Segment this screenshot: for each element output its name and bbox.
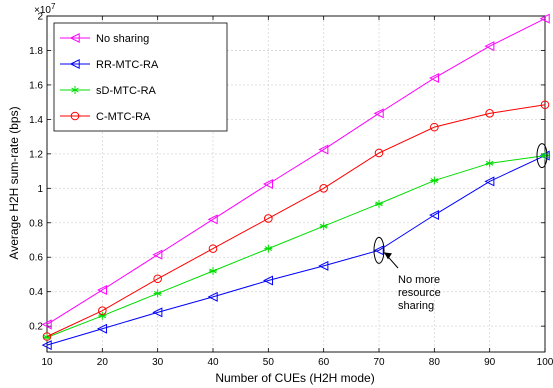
data-point bbox=[429, 210, 440, 221]
x-tick-label: 60 bbox=[318, 357, 330, 368]
ticks: 10 20 30 40 50 60 70 80 90 100 0.2 0.4 0.6 0.8 1 1.2 1.4… bbox=[29, 12, 553, 369]
series-line bbox=[46, 104, 546, 337]
data-point bbox=[41, 340, 52, 351]
series-line bbox=[46, 18, 546, 325]
legend-entry: sD-MTC-RA bbox=[60, 85, 157, 97]
data-point bbox=[485, 159, 494, 168]
series-line bbox=[46, 155, 546, 346]
data-point bbox=[98, 311, 107, 320]
y-tick-label: 0.2 bbox=[29, 322, 43, 333]
data-point bbox=[41, 319, 52, 330]
y-tick-label: 0.8 bbox=[29, 218, 43, 229]
annotation-ellipse bbox=[536, 143, 548, 169]
data-point bbox=[374, 148, 384, 158]
annotation-text: sharing bbox=[398, 300, 434, 312]
data-point bbox=[263, 275, 274, 286]
data-point bbox=[209, 267, 217, 276]
data-point bbox=[375, 199, 383, 208]
y-multiplier-base: ×10 bbox=[34, 5, 51, 16]
data-point bbox=[43, 333, 51, 342]
x-tick-label: 40 bbox=[207, 357, 219, 368]
data-point bbox=[429, 73, 440, 84]
data-point bbox=[373, 108, 384, 119]
x-tick-label: 30 bbox=[152, 357, 164, 368]
y-tick-label: 0.6 bbox=[29, 253, 43, 264]
annotation-ellipse bbox=[373, 236, 385, 264]
data-point bbox=[207, 291, 218, 302]
data-point bbox=[484, 41, 495, 52]
data-point bbox=[540, 100, 550, 110]
legend-entry: RR-MTC-RA bbox=[60, 58, 159, 71]
data-point bbox=[264, 244, 273, 253]
data-point bbox=[319, 184, 328, 193]
y-axis-label: Average H2H sum-rate (bps) bbox=[7, 106, 21, 259]
legend-entry: No sharing bbox=[60, 32, 149, 45]
data-point bbox=[318, 144, 329, 155]
y-tick-label: 1.2 bbox=[29, 149, 43, 160]
x-tick-label: 100 bbox=[537, 357, 553, 368]
y-multiplier-exponent: 7 bbox=[51, 2, 56, 11]
data-point bbox=[373, 245, 384, 256]
data-point bbox=[42, 332, 52, 341]
data-point bbox=[98, 306, 107, 315]
legend-entry: C-MTC-RA bbox=[60, 111, 151, 123]
legend: No sharing RR-MTC-RA sD-MTC-RA C-MTC-RA bbox=[53, 22, 228, 132]
data-point bbox=[430, 122, 439, 132]
data-point bbox=[153, 274, 162, 284]
data-point bbox=[153, 289, 162, 298]
x-tick-label: 50 bbox=[263, 357, 275, 368]
y-tick-label: 1.8 bbox=[29, 46, 43, 57]
data-point bbox=[97, 323, 108, 334]
series-c-mtc-ra bbox=[42, 100, 550, 341]
data-point bbox=[152, 307, 163, 318]
y-tick-label: 1 bbox=[37, 184, 43, 195]
x-tick-label: 70 bbox=[373, 357, 385, 368]
data-point bbox=[208, 244, 218, 253]
annotation-text: No more bbox=[398, 274, 440, 286]
data-point bbox=[97, 284, 108, 295]
legend-label: No sharing bbox=[96, 33, 149, 45]
series-rr-mtc-ra bbox=[41, 150, 550, 351]
series-no-sharing bbox=[41, 13, 550, 330]
y-tick-label: 1.4 bbox=[29, 115, 43, 126]
data-point bbox=[430, 176, 439, 185]
data-point bbox=[207, 214, 218, 225]
legend-swatch-marker bbox=[69, 32, 80, 44]
annotation-text: resource bbox=[398, 287, 441, 299]
data-point bbox=[152, 249, 163, 260]
data-point bbox=[263, 178, 274, 190]
data-point bbox=[264, 214, 273, 223]
legend-swatch-marker bbox=[71, 86, 79, 94]
data-point bbox=[485, 109, 494, 118]
y-tick-label: 0.4 bbox=[29, 287, 43, 298]
plot-frame bbox=[46, 15, 546, 353]
data-point bbox=[319, 222, 328, 231]
x-tick-label: 90 bbox=[484, 357, 496, 368]
x-axis-label: Number of CUEs (H2H mode) bbox=[215, 371, 374, 385]
legend-label: sD-MTC-RA bbox=[96, 85, 157, 97]
y-tick-label: 2 bbox=[37, 12, 43, 23]
legend-label: C-MTC-RA bbox=[96, 111, 151, 123]
y-tick-label: 1.6 bbox=[29, 80, 43, 91]
x-tick-label: 80 bbox=[429, 357, 441, 368]
legend-swatch-marker bbox=[69, 58, 80, 70]
data-point bbox=[539, 13, 550, 24]
annotation-arrowhead bbox=[384, 252, 392, 260]
x-tick-label: 20 bbox=[97, 357, 109, 368]
data-point bbox=[318, 260, 329, 271]
legend-box bbox=[53, 22, 228, 132]
series-sd-mtc-ra bbox=[43, 151, 549, 342]
legend-label: RR-MTC-RA bbox=[96, 59, 159, 71]
series-line bbox=[46, 155, 546, 338]
data-point bbox=[484, 176, 495, 187]
axes bbox=[46, 15, 546, 353]
data-point bbox=[541, 151, 549, 160]
x-tick-label: 10 bbox=[41, 357, 53, 368]
legend-swatch-marker bbox=[70, 111, 80, 121]
y-multiplier: ×107 bbox=[34, 2, 56, 16]
